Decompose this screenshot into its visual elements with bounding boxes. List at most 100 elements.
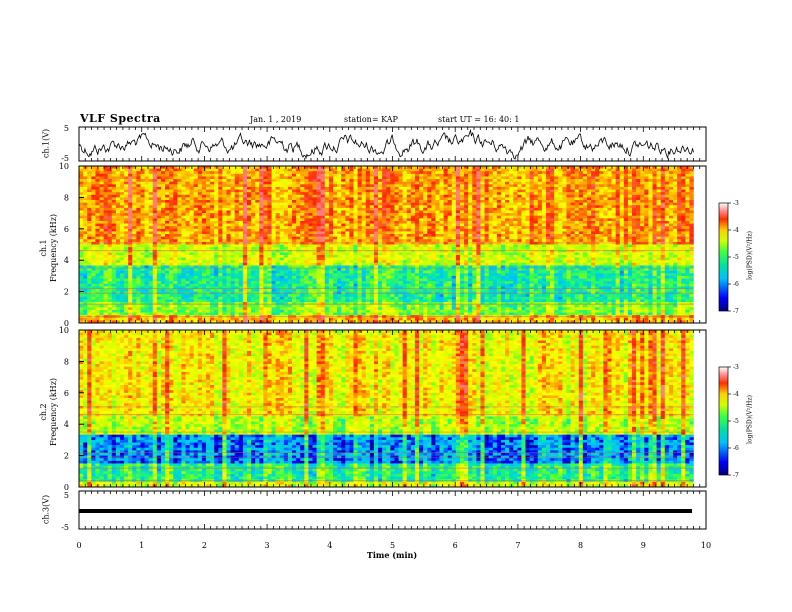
spectrogram-cell <box>513 202 518 206</box>
spectrogram-cell <box>550 213 555 217</box>
spectrogram-cell <box>197 166 203 169</box>
spectrogram-cell <box>246 210 252 214</box>
spectrogram-cell <box>468 218 473 222</box>
spectrogram-cell <box>365 192 371 196</box>
spectrogram-cell <box>537 176 543 180</box>
spectrogram-cell <box>201 200 207 203</box>
spectrogram-cell <box>419 200 424 203</box>
spectrogram-cell <box>406 210 412 214</box>
spectrogram-cell <box>267 213 272 217</box>
spectrogram-cell <box>308 231 313 235</box>
spectrogram-cell <box>554 197 559 201</box>
spectrogram-cell <box>414 184 420 188</box>
spectrogram-cell <box>484 236 489 240</box>
spectrogram-cell <box>279 247 285 251</box>
spectrogram-cell <box>189 223 194 227</box>
spectrogram-cell <box>103 205 108 209</box>
spectrogram-cell <box>173 189 178 193</box>
spectrogram-cell <box>279 189 285 193</box>
spectrogram-cell <box>361 213 367 217</box>
spectrogram-cell <box>484 247 489 251</box>
spectrogram-cell <box>648 197 653 201</box>
spectrogram-cell <box>316 236 321 240</box>
spectrogram-cell <box>558 213 563 217</box>
spectrogram-cell <box>414 179 420 182</box>
spectrogram-cell <box>423 210 428 214</box>
spectrogram-cell <box>627 210 633 214</box>
spectrogram-cell <box>607 218 612 222</box>
spectrogram-cell <box>173 231 178 235</box>
spectrogram-cell <box>341 228 346 232</box>
spectrogram-cell <box>382 194 387 198</box>
spectrogram-cell <box>246 179 252 182</box>
spectrogram-cell <box>169 226 174 230</box>
spectrogram-cell <box>365 223 371 227</box>
spectrogram-cell <box>525 220 530 224</box>
spectrogram-cell <box>283 210 289 214</box>
spectrogram-cell <box>578 179 584 182</box>
spectrogram-cell <box>640 210 645 214</box>
spectrogram-cell <box>632 181 637 185</box>
spectrogram-cell <box>312 200 317 203</box>
spectrogram-cell <box>656 241 661 245</box>
spectrogram-cell <box>685 234 690 237</box>
spectrogram-cell <box>636 220 641 224</box>
spectrogram-cell <box>492 226 498 230</box>
spectrogram-cell <box>201 247 207 251</box>
spectrogram-cell <box>488 213 494 217</box>
spectrogram-cell <box>349 215 354 219</box>
spectrogram-cell <box>337 215 342 219</box>
spectrogram-cell <box>230 231 235 235</box>
spectrogram-cell <box>500 215 506 219</box>
spectrogram-cell <box>308 200 313 203</box>
spectrogram-cell <box>279 197 285 201</box>
spectrogram-cell <box>492 176 498 180</box>
spectrogram-cell <box>632 234 637 237</box>
spectrogram-cell <box>451 218 457 222</box>
spectrogram-cell <box>189 171 194 175</box>
spectrogram-cell <box>263 205 268 209</box>
spectrogram-cell <box>423 200 428 203</box>
spectrogram-cell <box>193 189 199 193</box>
spectrogram-cell <box>296 202 301 206</box>
spectrogram-cell <box>242 194 248 198</box>
spectrogram-cell <box>140 181 145 185</box>
spectrogram-cell <box>410 181 416 185</box>
spectrogram-cell <box>672 194 678 198</box>
spectrogram-cell <box>455 173 461 177</box>
spectrogram-cell <box>656 210 661 214</box>
spectrogram-cell <box>246 226 252 230</box>
spectrogram-cell <box>509 220 514 224</box>
spectrogram-cell <box>480 231 485 235</box>
spectrogram-cell <box>668 239 674 243</box>
spectrogram-cell <box>111 179 117 182</box>
spectrogram-cell <box>533 179 539 182</box>
spectrogram-cell <box>603 181 608 185</box>
spectrogram-cell <box>267 205 272 209</box>
spectrogram-cell <box>103 192 108 196</box>
spectrogram-cell <box>472 213 477 217</box>
spectrogram-cell <box>672 210 678 214</box>
spectrogram-cell <box>410 241 416 245</box>
spectrogram-cell <box>558 168 563 172</box>
spectrogram-cell <box>328 218 334 222</box>
spectrogram-cell <box>119 179 125 182</box>
spectrogram-cell <box>668 192 674 196</box>
spectrogram-cell <box>459 181 465 185</box>
spectrogram-cell <box>140 179 145 182</box>
spectrogram-cell <box>406 168 412 172</box>
spectrogram-cell <box>390 207 395 211</box>
spectrogram-cell <box>623 184 629 188</box>
spectrogram-cell <box>308 218 313 222</box>
spectrogram-cell <box>279 236 285 240</box>
spectrogram-cell <box>238 231 244 235</box>
spectrogram-cell <box>459 186 465 190</box>
spectrogram-cell <box>615 234 621 237</box>
spectrogram-cell <box>238 197 244 201</box>
spectrogram-cell <box>324 228 330 232</box>
spectrogram-cell <box>423 244 428 248</box>
spectrogram-cell <box>238 184 244 188</box>
spectrogram-cell <box>672 173 678 177</box>
spectrogram-cell <box>570 179 575 182</box>
spectrogram-cell <box>545 213 551 217</box>
